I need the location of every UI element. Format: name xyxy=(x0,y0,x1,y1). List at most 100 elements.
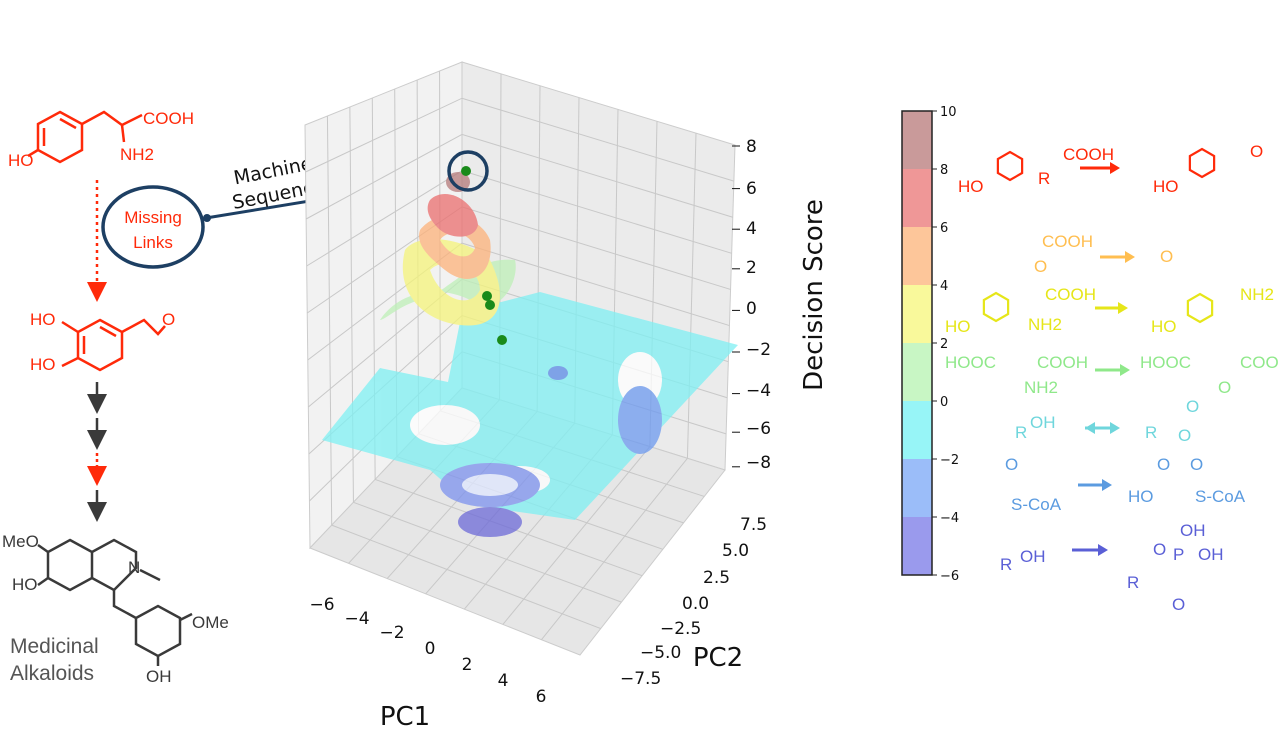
z-tick-label: −8 xyxy=(746,453,771,473)
product-label: O xyxy=(1157,455,1170,474)
links-label: Links xyxy=(133,233,173,252)
substrate-label: HO xyxy=(958,177,984,196)
data-point xyxy=(485,300,495,310)
hole xyxy=(410,405,480,445)
x-axis-ticks: −6 −4 −2 0 2 4 6 xyxy=(309,595,546,707)
z-tick-label: −2 xyxy=(746,340,771,360)
ho-label-2: HO xyxy=(30,355,56,374)
colorbar-tick-label: −4 xyxy=(940,511,959,526)
arrow-head xyxy=(1120,364,1130,376)
reaction-row: HOOC COOH NH2 HOOC COOH O xyxy=(945,353,1280,397)
product-label: OH xyxy=(1180,521,1206,540)
product-label: P xyxy=(1173,545,1184,564)
colorbar-band xyxy=(902,459,932,517)
colorbar-band xyxy=(902,517,932,575)
colorbar-tick-label: −2 xyxy=(940,453,959,468)
substrate-label: COOH xyxy=(1063,145,1114,164)
caption-line-2: Alkaloids xyxy=(10,662,94,685)
substrate-label: R xyxy=(1000,555,1012,574)
colorbar-tick-label: −6 xyxy=(940,569,959,584)
product-label: HO xyxy=(1128,487,1154,506)
ome-label: OMe xyxy=(192,613,229,632)
ho-label: HO xyxy=(8,151,34,170)
arrow-head xyxy=(1102,479,1112,491)
z-tick-label: −4 xyxy=(746,381,771,401)
y-tick-label: −7.5 xyxy=(620,669,661,689)
product-label: O xyxy=(1190,455,1203,474)
data-point xyxy=(482,291,492,301)
product-label: NH2 xyxy=(1240,285,1274,304)
substrate-label: COOH xyxy=(1037,353,1088,372)
z-tick-label: 6 xyxy=(746,179,757,199)
benzene-ring xyxy=(1188,147,1216,179)
arrow-head xyxy=(1098,544,1108,556)
product-label: R xyxy=(1127,573,1139,592)
z-tick-label: 4 xyxy=(746,219,757,239)
data-point xyxy=(461,166,471,176)
product-label: HO xyxy=(1151,317,1177,336)
substrate-label: O xyxy=(1034,257,1047,276)
y-axis-label: PC2 xyxy=(693,643,743,673)
connector-dot xyxy=(203,214,211,222)
y-tick-label: −5.0 xyxy=(640,643,681,663)
z-tick-label: −6 xyxy=(746,419,771,439)
x-tick-label: −4 xyxy=(344,609,369,629)
product-label: HOOC xyxy=(1140,353,1191,372)
product-label: HO xyxy=(1153,177,1179,196)
oh-label: OH xyxy=(146,667,172,686)
x-tick-label: 4 xyxy=(498,671,509,691)
prediction-highlight-circle xyxy=(447,150,489,192)
arrow-head xyxy=(1110,422,1120,434)
reaction-row: OS-CoA HOO OS-CoA xyxy=(1005,455,1246,514)
surface-8 xyxy=(446,172,470,192)
gridline xyxy=(541,457,688,641)
substrate-label: S-CoA xyxy=(1011,495,1062,514)
colorbar: 10 8 6 4 2 0 −2 −4 −6 xyxy=(901,105,959,584)
surface-neg4c xyxy=(548,366,568,380)
product-label: O xyxy=(1218,378,1231,397)
substrate-label: HO xyxy=(945,317,971,336)
substrate-label: COOH xyxy=(1042,232,1093,251)
n-label: N xyxy=(128,558,140,577)
x-axis-label: PC1 xyxy=(380,702,430,732)
missing-links-circle xyxy=(101,185,205,269)
substrate-label: R xyxy=(1015,423,1027,442)
tyrosine-structure xyxy=(27,110,143,164)
substrate-label: NH2 xyxy=(1024,378,1058,397)
ho-alk-label: HO xyxy=(12,575,38,594)
contour-surfaces xyxy=(322,172,738,537)
z-tick-label: 0 xyxy=(746,299,757,319)
nh2-label: NH2 xyxy=(120,145,154,164)
x-tick-label: −2 xyxy=(379,623,404,643)
product-label: S-CoA xyxy=(1195,487,1246,506)
z-tick-label: 2 xyxy=(746,258,757,278)
y-tick-label: 5.0 xyxy=(722,541,749,561)
surface-neg4b xyxy=(618,386,662,454)
reaction-row: HO COOH NH2 HO NH2 xyxy=(945,285,1274,336)
x-tick-label: 0 xyxy=(425,639,436,659)
gridline xyxy=(331,524,601,630)
arrow-head xyxy=(1118,302,1128,314)
colorbar-band xyxy=(902,285,932,343)
gridline xyxy=(353,501,622,603)
gridline xyxy=(305,97,735,182)
colorbar-tick-label: 0 xyxy=(940,395,948,410)
missing-label: Missing xyxy=(124,208,182,227)
reaction-row: COOH O O xyxy=(1034,232,1173,276)
colorbar-tick-label: 4 xyxy=(940,279,948,294)
substrate-label: OH xyxy=(1020,547,1046,566)
gridline xyxy=(307,242,730,361)
colorbar-band xyxy=(902,111,932,169)
x-tick-label: 6 xyxy=(536,687,547,707)
colorbar-tick-label: 2 xyxy=(940,337,948,352)
product-label: O xyxy=(1250,142,1263,161)
product-label: O xyxy=(1153,540,1166,559)
gridline xyxy=(305,133,733,220)
substrate-label: O xyxy=(1005,455,1018,474)
meo-label: MeO xyxy=(2,532,39,551)
colorbar-band xyxy=(902,343,932,401)
surface-neg6 xyxy=(458,507,522,537)
